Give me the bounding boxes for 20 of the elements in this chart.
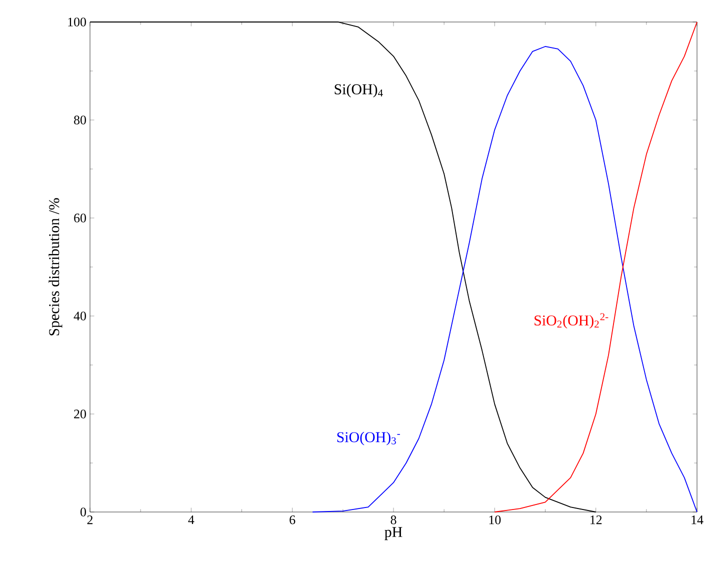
x-tick-label: 8	[390, 516, 396, 524]
y-tick-label: 20	[74, 410, 86, 418]
series-label: Si(OH)$_{4}$	[334, 84, 383, 98]
y-tick-label: 80	[74, 116, 86, 124]
x-tick-label: 14	[692, 516, 704, 524]
x-tick-label: 10	[489, 516, 501, 524]
x-tick-label: 2	[87, 516, 93, 524]
line-series	[312, 46, 698, 512]
series-label: SiO(OH)$_{3}$-	[337, 432, 400, 446]
x-tick-label: 12	[590, 516, 602, 524]
line-series	[494, 22, 698, 512]
y-tick-label: 40	[74, 312, 86, 320]
x-axis-title: pH	[384, 527, 402, 540]
series-label: SiO$_{2}$(OH)$_{2}$2-	[534, 313, 608, 329]
y-axis-title: Species distribution /%	[48, 198, 62, 336]
y-tick-label: 60	[74, 214, 86, 222]
x-tick-label: 6	[290, 516, 296, 524]
y-tick-label: 100	[68, 18, 86, 26]
y-tick-label: 0	[80, 508, 86, 516]
x-tick-label: 4	[188, 516, 194, 524]
